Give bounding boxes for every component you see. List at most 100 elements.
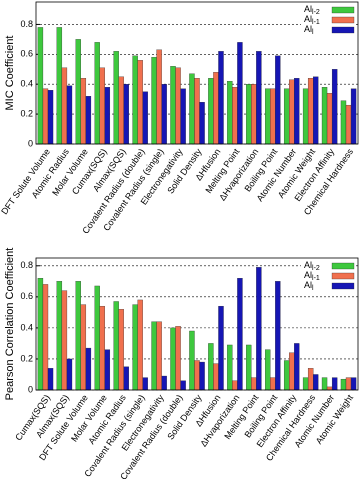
legend-subscript: l: [312, 285, 314, 292]
legend-subscript: l-2: [312, 9, 320, 16]
legend-swatch: [331, 282, 355, 290]
legend-label: All: [304, 24, 314, 35]
y-axis-label: MIC Coefficient: [4, 36, 16, 111]
bar: [283, 360, 290, 391]
bar: [270, 88, 276, 145]
y-tick-label: 0.2: [20, 108, 33, 118]
bar: [270, 377, 276, 391]
bar: [94, 285, 100, 391]
bar: [321, 87, 328, 145]
bar: [294, 78, 300, 145]
bar: [156, 321, 162, 391]
bar: [61, 290, 68, 391]
bar: [232, 380, 238, 391]
bar: [265, 349, 271, 391]
bar: [331, 377, 338, 391]
bar: [251, 84, 257, 145]
y-tick-label: 0: [28, 384, 33, 394]
plot-frame: [35, 257, 359, 391]
bar: [132, 304, 138, 391]
bar: [345, 104, 352, 145]
legend-subscript: l-1: [312, 19, 320, 26]
bar: [321, 377, 328, 391]
legend-name: Al: [304, 4, 312, 14]
bar: [289, 352, 295, 391]
legend-label: All-2: [304, 4, 320, 15]
legend-name: Al: [304, 14, 312, 24]
bar: [199, 361, 205, 391]
bar: [302, 377, 309, 391]
y-tick-label: 0.4: [20, 79, 33, 89]
legend-swatch: [331, 26, 355, 34]
bar: [331, 69, 338, 145]
bar: [218, 305, 224, 391]
bar: [307, 78, 314, 145]
bar: [123, 84, 129, 145]
legend-subscript: l: [312, 29, 314, 36]
bar: [302, 88, 309, 145]
bar: [137, 299, 143, 391]
bar: [161, 84, 167, 145]
legend-swatch: [331, 16, 355, 24]
bar: [85, 347, 92, 391]
bar: [237, 278, 243, 391]
bar: [80, 304, 87, 391]
bar: [180, 88, 186, 145]
bar: [199, 101, 205, 145]
bar: [275, 281, 281, 391]
y-tick-label: 0.6: [20, 49, 33, 59]
bar: [237, 42, 243, 145]
legend-swatch: [331, 262, 355, 270]
bar: [75, 281, 81, 391]
bar: [326, 386, 333, 391]
y-tick-label: 0.2: [20, 353, 33, 363]
bar: [256, 51, 262, 145]
bar: [194, 360, 200, 391]
bar: [104, 349, 111, 391]
bar: [170, 66, 176, 145]
y-tick-label: 0.8: [20, 19, 33, 29]
legend-swatch: [331, 272, 355, 280]
bar: [227, 344, 233, 391]
bar: [213, 72, 219, 145]
bar: [218, 51, 224, 145]
bar: [265, 88, 271, 145]
bar: [137, 60, 143, 145]
legend-label: All: [304, 280, 314, 291]
bar: [232, 87, 238, 145]
y-tick-label: 0.8: [20, 260, 33, 270]
bar: [246, 344, 252, 391]
y-tick-label: 0: [28, 138, 33, 148]
bar: [350, 88, 357, 145]
bar: [99, 67, 105, 145]
bar: [37, 278, 44, 391]
bar: [56, 27, 63, 145]
bar: [104, 87, 111, 145]
bar: [61, 67, 68, 145]
bar: [47, 368, 54, 391]
bar: [142, 91, 148, 145]
bar: [85, 96, 92, 145]
bar: [99, 305, 105, 391]
legend-name: Al: [304, 24, 312, 34]
bar: [340, 378, 347, 391]
bar: [66, 85, 73, 145]
legend-name: Al: [304, 280, 312, 290]
legend-label: All-2: [304, 260, 320, 271]
legend-name: Al: [304, 270, 312, 280]
y-tick-label: 0.4: [20, 322, 33, 332]
bar: [313, 76, 319, 145]
bar: [350, 377, 357, 391]
bar: [326, 93, 333, 145]
bar: [294, 343, 300, 391]
plot-frame: [35, 1, 359, 145]
bar: [208, 343, 214, 391]
bar: [227, 81, 233, 145]
bar: [56, 281, 63, 391]
bar: [256, 267, 262, 391]
bar: [251, 377, 257, 391]
bar: [37, 27, 44, 145]
y-tick-label: 0.6: [20, 291, 33, 301]
bar: [307, 368, 314, 391]
